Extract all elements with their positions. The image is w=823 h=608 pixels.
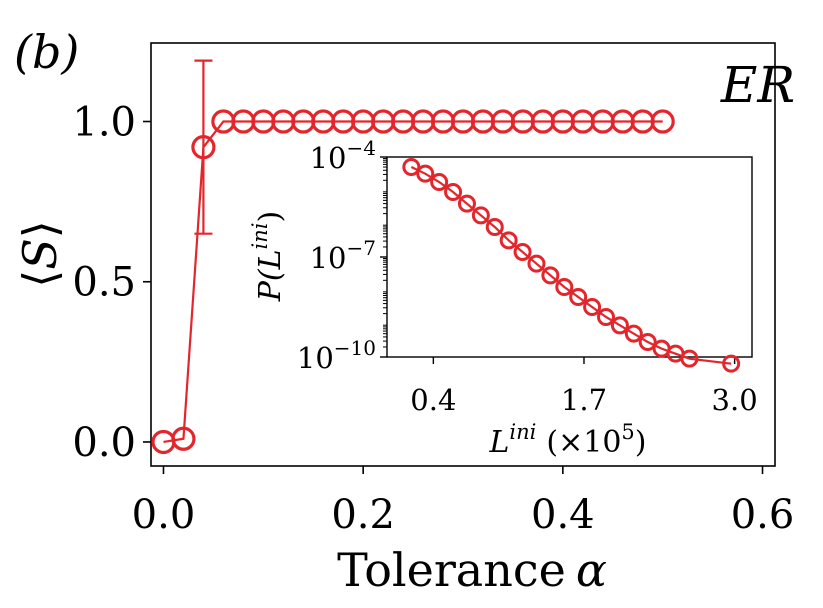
- inset-x-label-unit-close: ): [635, 425, 647, 460]
- inset-x-label-superscript: ini: [509, 420, 536, 444]
- main-x-tick-label: 0.6: [731, 492, 795, 538]
- main-plot-frame: [150, 42, 776, 467]
- inset-x-tick-label: 3.0: [712, 383, 758, 417]
- inset-x-label-unit-open: (×10: [546, 425, 621, 460]
- inset-y-tick-exponent: −7: [347, 236, 376, 260]
- inset-x-axis-label: Lini (×105): [489, 420, 647, 460]
- inset-y-ticks: 10−410−710−10: [297, 136, 387, 375]
- inset-data-point: [624, 324, 643, 343]
- inset-y-label-close: ): [253, 211, 288, 223]
- main-data-point: [650, 109, 675, 134]
- inset-data-point: [444, 183, 463, 201]
- inset-y-tick-exponent: −4: [347, 136, 376, 160]
- inset-y-tick-exponent: −10: [334, 336, 376, 360]
- inset-data-point: [597, 308, 615, 326]
- network-label: ER: [720, 56, 795, 114]
- inset-x-label-symbol: L: [489, 425, 510, 460]
- inset-data-point: [402, 158, 421, 176]
- main-y-tick-label: 0.0: [72, 420, 136, 466]
- inset-data-point: [610, 316, 629, 335]
- main-y-tick-label: 0.5: [72, 260, 136, 306]
- inset-y-label-p: P(: [253, 268, 288, 302]
- panel-label: (b): [14, 25, 79, 79]
- inset-x-label-unit-exponent: 5: [621, 420, 634, 444]
- inset-plot-background: [387, 157, 752, 357]
- inset-data-point: [527, 254, 546, 273]
- inset-data-point: [722, 354, 741, 373]
- inset-data-point: [416, 164, 435, 183]
- inset-data-point: [555, 278, 574, 296]
- main-x-axis-label: Tolerance α: [337, 543, 607, 597]
- inset-y-tick-base: 10: [297, 341, 334, 375]
- inset-x-ticks: 0.4 1.7 3.0: [410, 357, 758, 417]
- main-x-tick-label: 0.2: [331, 492, 395, 538]
- main-x-tick-label: 0.4: [531, 492, 595, 538]
- main-x-tick-label: 0.0: [132, 492, 196, 538]
- main-series: [151, 59, 675, 455]
- inset-y-tick-base: 10: [310, 141, 347, 175]
- inset-x-tick-label: 0.4: [410, 383, 456, 417]
- main-y-axis-label-symbol: S: [13, 238, 67, 270]
- main-data-point: [171, 426, 196, 451]
- main-y-axis-label-close: ⟩: [13, 220, 67, 238]
- inset-data-point: [513, 243, 532, 261]
- main-x-axis-label-symbol: α: [576, 543, 607, 597]
- main-y-axis-label: ⟨S⟩: [13, 220, 67, 287]
- inset-data-point: [457, 194, 476, 213]
- inset-data-point: [485, 218, 504, 236]
- main-y-ticks: 0.0 0.5 1.0: [72, 100, 151, 466]
- inset-data-point: [499, 231, 518, 250]
- inset-y-tick-label: 10−4: [310, 136, 376, 175]
- inset-y-axis-label: P(Lini): [248, 211, 288, 303]
- inset-axes: 0.4 1.7 3.0 10−410−710−10: [297, 136, 758, 417]
- inset-data-point: [638, 333, 657, 351]
- main-axes: 0.0 0.2 0.4 0.6 0.0 0.5 1.0: [72, 42, 795, 538]
- main-x-axis-label-text: Tolerance: [337, 543, 566, 597]
- inset-data-point: [680, 349, 699, 368]
- inset-y-label-symbol: L: [253, 249, 288, 270]
- main-data-point: [191, 135, 216, 160]
- inset-series: [402, 158, 741, 373]
- main-y-tick-label: 1.0: [72, 100, 136, 146]
- inset-x-tick-label: 1.7: [561, 383, 607, 417]
- inset-y-tick-base: 10: [310, 241, 347, 275]
- inset-data-point: [430, 173, 449, 191]
- inset-data-point: [569, 288, 588, 306]
- inset-data-point: [471, 206, 490, 225]
- main-x-ticks: 0.0 0.2 0.4 0.6: [132, 466, 795, 538]
- inset-y-label-superscript: ini: [248, 222, 272, 249]
- inset-data-point: [541, 266, 560, 285]
- inset-y-tick-label: 10−10: [297, 336, 376, 375]
- inset-data-point: [583, 298, 602, 316]
- main-y-axis-label-open: ⟨: [13, 270, 67, 288]
- inset-y-tick-label: 10−7: [310, 236, 376, 275]
